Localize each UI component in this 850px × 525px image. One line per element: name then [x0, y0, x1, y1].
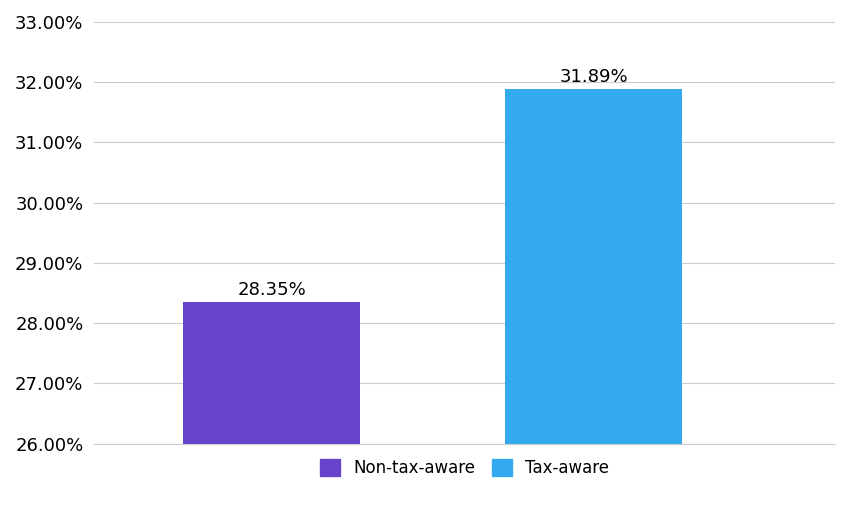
Bar	[183, 302, 360, 525]
Bar	[505, 89, 682, 525]
Legend: Non-tax-aware, Tax-aware: Non-tax-aware, Tax-aware	[312, 451, 618, 486]
Text: 31.89%: 31.89%	[559, 68, 628, 86]
Text: 28.35%: 28.35%	[237, 281, 306, 299]
